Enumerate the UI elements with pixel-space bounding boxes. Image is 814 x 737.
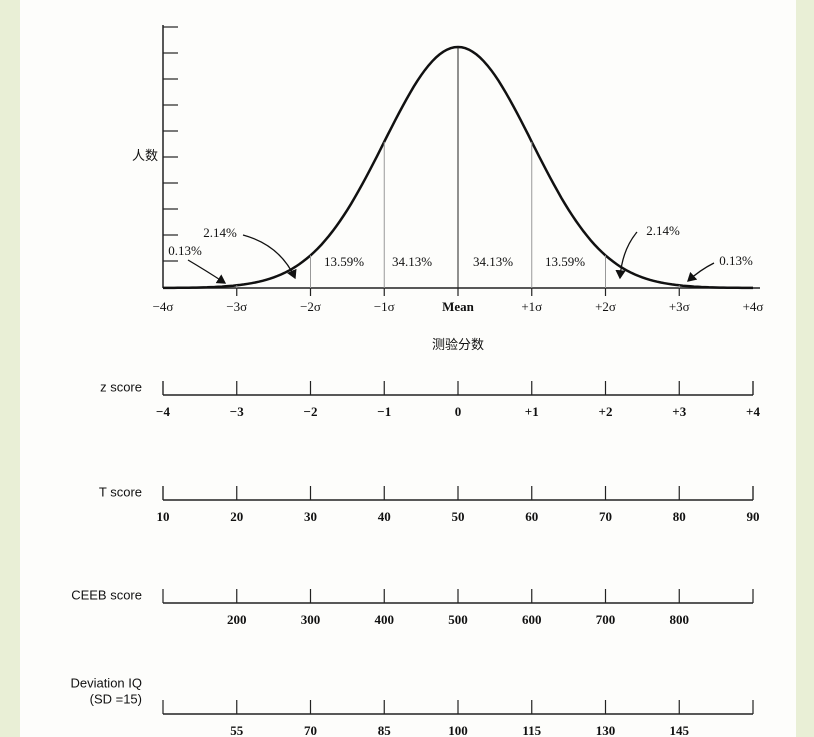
- scale-label: −3: [230, 404, 244, 419]
- scale-label: 200: [227, 612, 247, 627]
- x-label: −4σ: [153, 299, 174, 314]
- percentage: 13.59%: [545, 254, 585, 269]
- scale-label: 0: [455, 404, 462, 419]
- scale-label: 55: [230, 723, 244, 737]
- scale-name: z score: [100, 379, 142, 394]
- percentage: 13.59%: [324, 254, 364, 269]
- scale-label: +2: [599, 404, 613, 419]
- scale-label: +1: [525, 404, 539, 419]
- scale-label: 130: [596, 723, 616, 737]
- scale-name: Deviation IQ: [70, 675, 142, 690]
- x-label: +1σ: [521, 299, 542, 314]
- arrow: [615, 231, 638, 280]
- scale-label: 70: [599, 509, 612, 524]
- scale-label: 800: [670, 612, 690, 627]
- scale-label: 50: [452, 509, 465, 524]
- scale-label: 500: [448, 612, 468, 627]
- arrow: [242, 234, 297, 280]
- scale-label: −1: [377, 404, 391, 419]
- scale-label: +3: [672, 404, 686, 419]
- x-label: −1σ: [374, 299, 395, 314]
- scale-label: 100: [448, 723, 468, 737]
- scale-label: 300: [301, 612, 321, 627]
- x-label: −2σ: [300, 299, 321, 314]
- percentage: 34.13%: [473, 254, 513, 269]
- arrow: [187, 259, 227, 284]
- scale-label: −2: [304, 404, 318, 419]
- x-label: −3σ: [226, 299, 247, 314]
- scale-label: 20: [230, 509, 243, 524]
- scale-label: 700: [596, 612, 616, 627]
- x-label: +3σ: [669, 299, 690, 314]
- panel: [20, 0, 796, 737]
- x-title: 测验分数: [432, 337, 484, 352]
- scale-label: 40: [378, 509, 391, 524]
- scale-label: −4: [156, 404, 170, 419]
- scale-label: 600: [522, 612, 542, 627]
- x-label: Mean: [442, 299, 475, 314]
- x-label: +2σ: [595, 299, 616, 314]
- arrow: [687, 262, 715, 282]
- percentage: 2.14%: [203, 225, 237, 240]
- percentage: 0.13%: [719, 253, 753, 268]
- scale-name: CEEB score: [71, 587, 142, 602]
- scale-label: 70: [304, 723, 317, 737]
- scale-label: 90: [747, 509, 760, 524]
- scale-sub-name: (SD =15): [90, 691, 142, 706]
- percentage: 34.13%: [392, 254, 432, 269]
- percentage: 2.14%: [646, 223, 680, 238]
- scale-label: 85: [378, 723, 392, 737]
- scale-label: +4: [746, 404, 760, 419]
- scale-label: 80: [673, 509, 686, 524]
- scale-label: 30: [304, 509, 317, 524]
- y-label: 人数: [132, 148, 158, 163]
- scale-label: 400: [375, 612, 395, 627]
- scale-label: 60: [525, 509, 538, 524]
- scale-label: 145: [670, 723, 690, 737]
- percentage: 0.13%: [168, 243, 202, 258]
- scale-name: T score: [99, 484, 142, 499]
- x-label: +4σ: [743, 299, 764, 314]
- scale-label: 10: [157, 509, 170, 524]
- scale-label: 115: [522, 723, 541, 737]
